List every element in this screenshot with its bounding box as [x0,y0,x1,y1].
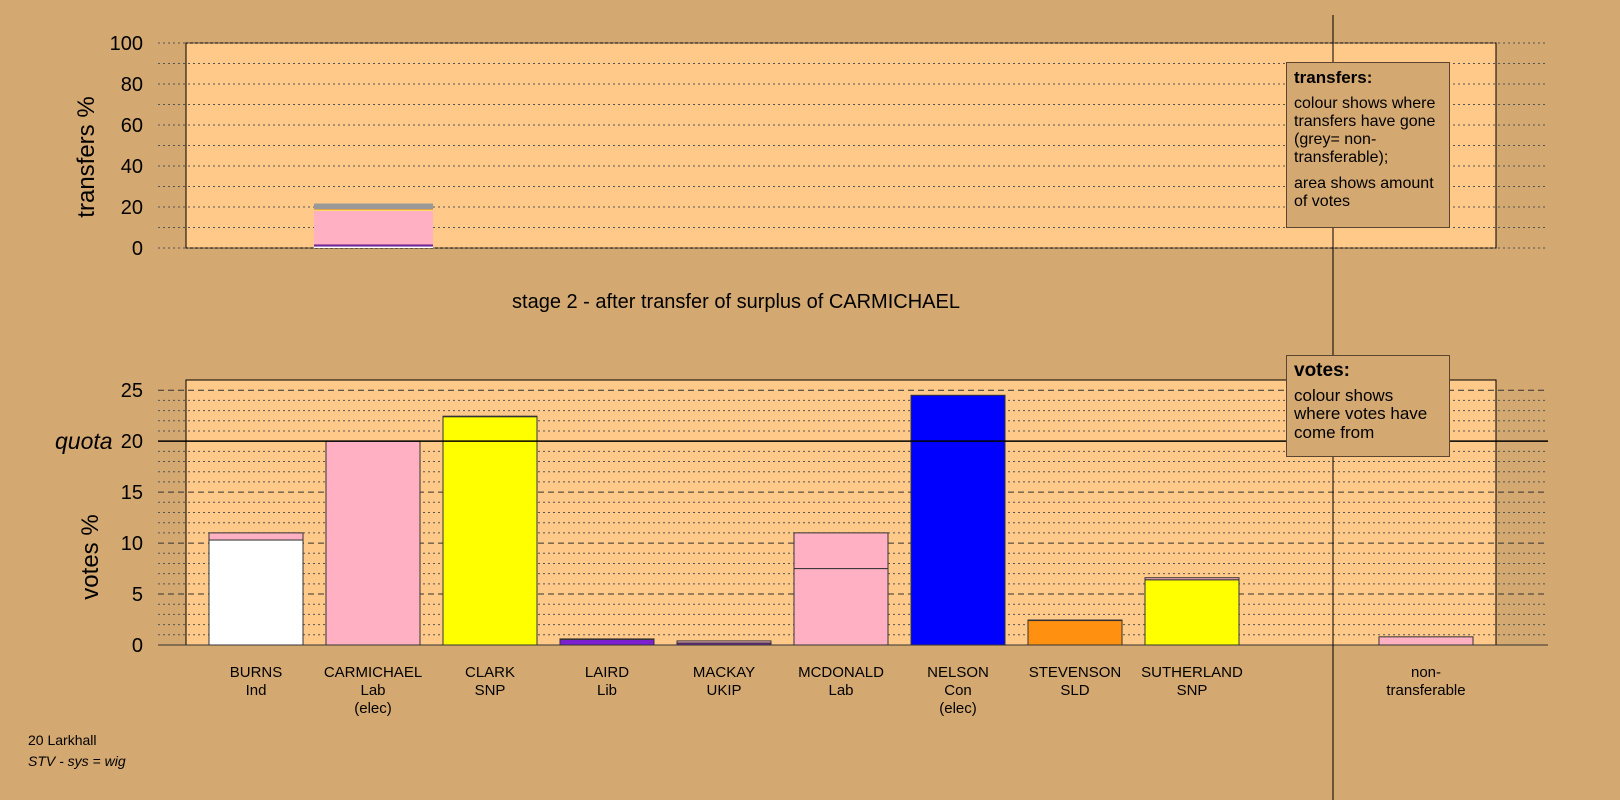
x-label-mcdonald: MCDONALD [798,664,884,681]
quota-label: quota [55,428,113,454]
transfers-legend-title: transfers: [1294,68,1373,87]
x-label-nontransferable: non- [1411,664,1441,681]
transfer-segment-sld [314,209,433,210]
votes-bars [208,394,1474,646]
bar-laird-segment [559,638,655,646]
x-label-burns: Ind [246,682,267,699]
bar-clark-segment [442,416,538,646]
transfers-y-tick-label: 100 [110,33,143,55]
transfer-segment-nontransferable [314,203,433,210]
transfers-chart: 0 20 40 60 80 100 transfers % [73,33,1548,260]
bar-sutherland-segment [1144,579,1240,646]
transfers-y-ticks: 0 20 40 60 80 100 [110,33,1548,260]
transfers-y-tick-label: 0 [132,238,143,260]
bar-clark-segment [442,415,538,418]
bar-stevenson-segment [1027,619,1123,622]
transfers-y-tick-label: 40 [121,156,143,178]
x-label-sutherland: SNP [1177,682,1208,699]
x-label-nontransferable: transferable [1386,682,1465,699]
bar-laird-segment [559,638,655,640]
x-label-carmichael: Lab [360,682,385,699]
footer-area: 20 Larkhall [28,732,97,748]
votes-legend-title: votes: [1294,360,1350,381]
transfers-legend-text-1: colour shows where transfers have gone (… [1294,95,1436,166]
bar-nontransferable-segment [1378,636,1474,646]
x-label-mcdonald: Lab [828,682,853,699]
votes-y-tick-label: 20 [121,431,143,453]
x-label-carmichael: CARMICHAEL [324,664,422,681]
transfers-legend: transfers: colour shows where transfers … [1286,62,1450,228]
x-label-laird: LAIRD [585,664,629,681]
votes-legend: votes: colour shows where votes have com… [1286,355,1450,457]
votes-legend-text: colour shows where votes have come from [1294,385,1428,442]
votes-y-tick-label: 25 [121,380,143,402]
x-label-laird: Lib [597,682,617,699]
votes-y-tick-label: 15 [121,482,143,504]
bar-burns-segment [208,539,304,646]
bar-mcdonald-segment [793,568,889,646]
footer: 20 Larkhall STV - sys = wig [28,730,126,772]
bar-stevenson-segment [1027,620,1123,646]
transfer-segment-lab [314,210,433,245]
transfers-bars [314,203,433,248]
transfer-segment-ukip [314,244,433,247]
stage-title: stage 2 - after transfer of surplus of C… [512,291,960,313]
bar-nelson-segment [910,394,1006,646]
votes-y-axis-label: votes % [77,514,104,599]
x-label-mackay: UKIP [706,682,741,699]
votes-y-tick-label: 5 [132,584,143,606]
x-label-clark: SNP [475,682,506,699]
bar-mackay-segment [676,640,772,644]
x-label-carmichael: (elec) [354,700,392,717]
votes-y-tick-label: 0 [132,635,143,657]
transfers-y-tick-label: 60 [121,115,143,137]
x-label-nelson: (elec) [939,700,977,717]
x-label-burns: BURNS [230,664,283,681]
votes-y-tick-label: 10 [121,533,143,555]
transfers-y-axis-label: transfers % [73,96,100,217]
transfer-segment-snp [314,209,433,211]
bar-carmichael-segment [325,440,421,646]
transfers-legend-text-2: area shows amount of votes [1294,175,1434,210]
x-label-stevenson: SLD [1060,682,1089,699]
x-label-stevenson: STEVENSON [1029,664,1122,681]
footer-system: STV - sys = wig [28,753,126,769]
bar-sutherland-segment [1144,577,1240,581]
transfer-segment-ind [314,246,433,248]
bar-mcdonald-segment [793,532,889,570]
x-label-mackay: MACKAY [693,664,755,681]
votes-x-labels: BURNSIndCARMICHAELLab(elec)CLARKSNPLAIRD… [230,664,1466,717]
transfers-y-tick-label: 20 [121,197,143,219]
x-label-sutherland: SUTHERLAND [1141,664,1243,681]
x-label-nelson: NELSON [927,664,989,681]
x-label-clark: CLARK [465,664,515,681]
x-label-nelson: Con [944,682,972,699]
transfers-y-tick-label: 80 [121,74,143,96]
bar-burns-segment [208,532,304,541]
